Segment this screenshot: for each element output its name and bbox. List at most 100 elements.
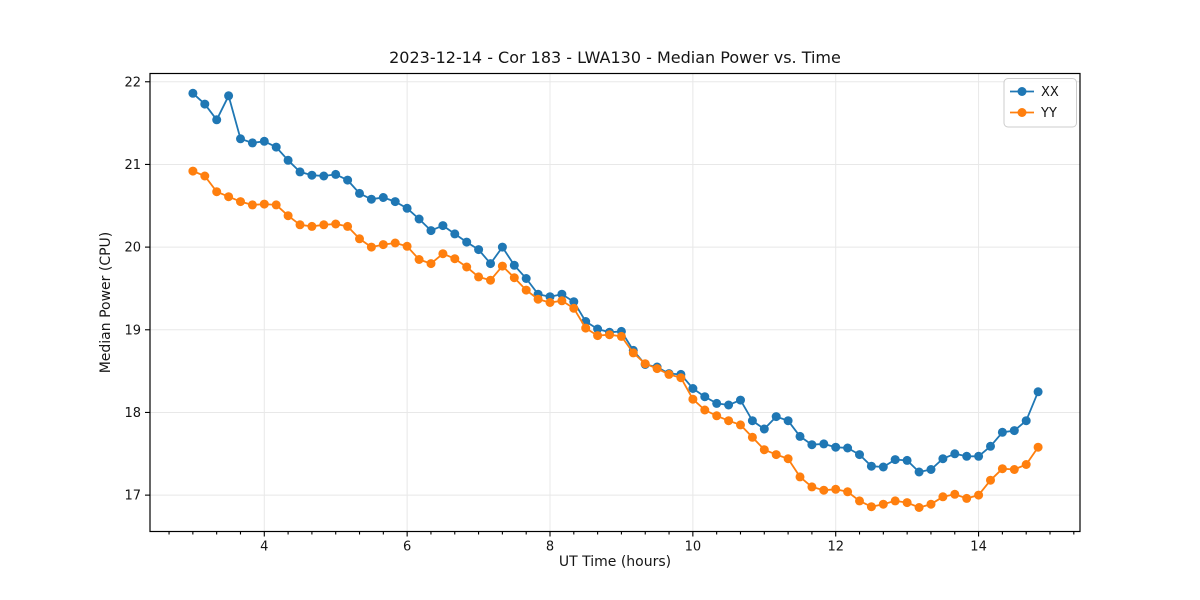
- data-point-xx: [307, 170, 317, 180]
- data-point-yy: [712, 411, 722, 421]
- data-point-xx: [331, 169, 341, 179]
- data-point-xx: [914, 467, 924, 477]
- data-point-xx: [200, 99, 210, 109]
- data-point-yy: [474, 272, 484, 282]
- data-point-xx: [759, 424, 769, 434]
- x-tick-label: 12: [827, 540, 844, 555]
- data-point-yy: [926, 499, 936, 509]
- data-point-xx: [831, 442, 841, 452]
- data-point-yy: [747, 432, 757, 442]
- data-point-yy: [402, 241, 412, 251]
- series-line-xx: [191, 92, 1039, 473]
- series-line-yy: [191, 170, 1039, 509]
- data-point-xx: [355, 188, 364, 198]
- data-point-xx: [890, 455, 900, 465]
- y-tick-label: 19: [124, 323, 141, 338]
- x-tick-label: 14: [970, 540, 987, 555]
- data-point-xx: [902, 455, 912, 465]
- data-point-yy: [438, 249, 448, 259]
- plot-frame: [149, 72, 1081, 533]
- data-point-yy: [986, 475, 995, 485]
- y-tick-label: 20: [124, 241, 141, 256]
- data-point-xx: [486, 259, 495, 269]
- x-tick-label: 8: [546, 540, 554, 555]
- data-point-xx: [509, 260, 519, 270]
- data-point-xx: [271, 142, 281, 152]
- data-point-yy: [200, 171, 210, 181]
- data-point-yy: [366, 242, 376, 252]
- data-point-yy: [509, 273, 519, 283]
- data-point-yy: [343, 221, 353, 231]
- x-tick-label: 10: [685, 540, 702, 555]
- y-tick-label: 21: [124, 158, 141, 173]
- data-point-yy: [855, 496, 864, 506]
- data-point-yy: [557, 296, 567, 306]
- data-point-xx: [819, 439, 829, 449]
- data-point-xx: [557, 289, 567, 299]
- data-point-yy: [819, 485, 829, 495]
- data-point-xx: [938, 454, 948, 464]
- data-point-yy: [1009, 465, 1019, 474]
- data-point-xx: [795, 431, 805, 441]
- data-point-xx: [390, 197, 400, 207]
- data-point-yy: [355, 234, 364, 244]
- data-point-yy: [890, 496, 900, 506]
- data-point-xx: [521, 274, 531, 283]
- data-point-yy: [605, 330, 614, 340]
- data-point-xx: [974, 451, 984, 461]
- legend: XX YY: [1003, 78, 1077, 128]
- data-point-yy: [700, 405, 710, 415]
- legend-label-xx: XX: [1041, 85, 1059, 100]
- data-point-yy: [878, 499, 888, 509]
- grid-layer: [150, 73, 1080, 532]
- data-point-yy: [1033, 442, 1043, 452]
- x-tick-label: 6: [403, 540, 411, 555]
- y-tick-label: 17: [124, 489, 141, 504]
- data-point-xx: [1009, 426, 1019, 436]
- data-point-yy: [319, 220, 329, 230]
- data-point-xx: [926, 465, 936, 474]
- data-point-xx: [414, 214, 424, 224]
- data-point-xx: [866, 461, 876, 471]
- data-point-yy: [807, 482, 817, 492]
- data-point-xx: [450, 229, 460, 239]
- data-point-yy: [831, 484, 841, 494]
- data-point-yy: [902, 498, 912, 508]
- data-point-xx: [593, 324, 603, 334]
- data-point-yy: [331, 219, 341, 229]
- y-tick-label: 18: [124, 406, 141, 421]
- data-point-xx: [1021, 416, 1031, 426]
- data-point-yy: [950, 489, 960, 499]
- data-point-yy: [974, 490, 984, 500]
- data-point-xx: [747, 416, 757, 426]
- data-point-xx: [236, 134, 245, 144]
- data-point-xx: [283, 155, 293, 165]
- data-point-yy: [450, 254, 460, 264]
- data-point-yy: [236, 197, 245, 207]
- data-point-xx: [402, 203, 412, 213]
- y-tick-label: 22: [124, 75, 141, 90]
- data-point-yy: [486, 275, 495, 285]
- data-point-yy: [390, 238, 400, 248]
- data-point-yy: [997, 464, 1007, 474]
- data-point-xx: [474, 245, 484, 255]
- data-point-yy: [938, 492, 948, 502]
- data-point-xx: [712, 398, 722, 408]
- data-point-xx: [700, 392, 710, 402]
- data-point-yy: [521, 285, 531, 295]
- legend-marker-xx: [1017, 87, 1027, 96]
- data-point-yy: [628, 348, 638, 358]
- data-point-yy: [783, 454, 793, 464]
- data-point-xx: [212, 115, 222, 125]
- data-point-yy: [795, 472, 805, 482]
- data-point-yy: [497, 261, 507, 271]
- data-point-yy: [533, 294, 543, 304]
- data-point-xx: [366, 194, 376, 204]
- data-point-yy: [652, 364, 662, 374]
- data-point-xx: [343, 175, 353, 185]
- data-point-yy: [426, 259, 436, 269]
- data-point-yy: [224, 192, 234, 202]
- data-point-yy: [212, 187, 222, 197]
- data-point-yy: [736, 420, 745, 430]
